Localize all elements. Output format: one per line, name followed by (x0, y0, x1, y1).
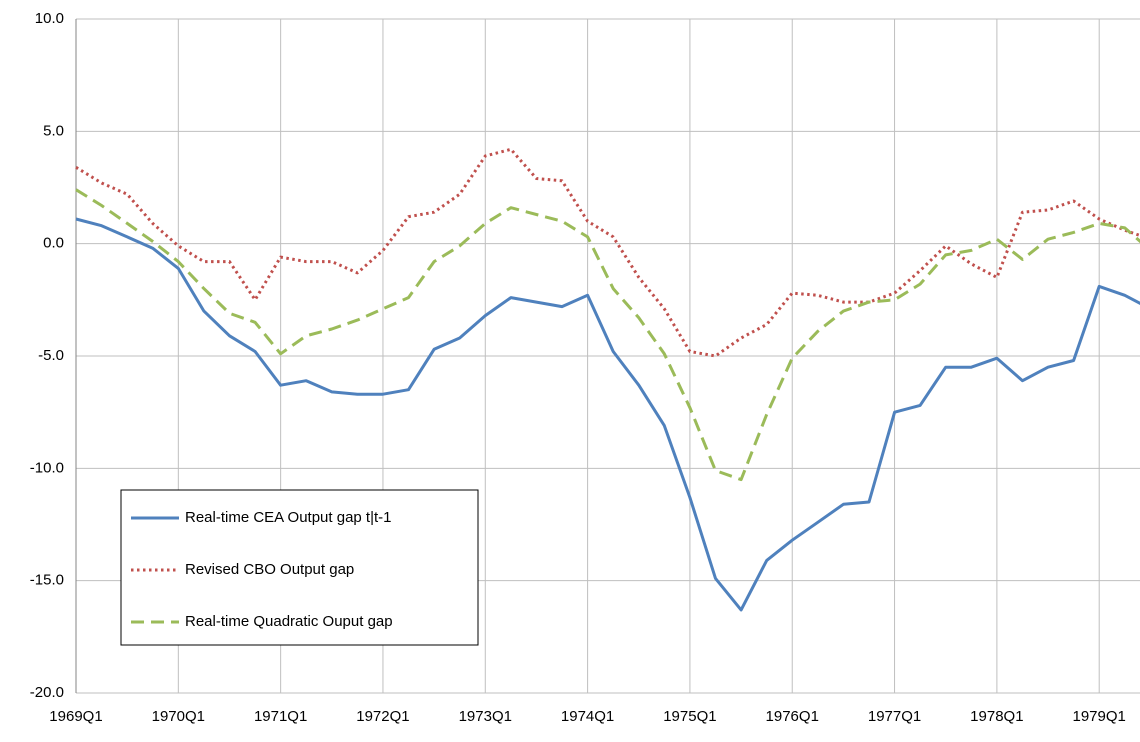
x-tick-label: 1969Q1 (49, 708, 102, 725)
x-tick-label: 1976Q1 (766, 708, 819, 725)
y-tick-label: 10.0 (35, 10, 64, 27)
y-tick-label: -20.0 (30, 684, 64, 701)
y-tick-label: 5.0 (43, 122, 64, 139)
series-line (75, 147, 1140, 358)
x-tick-label: 1972Q1 (356, 708, 409, 725)
legend-box (120, 489, 479, 646)
legend-label: Revised CBO Output gap (185, 561, 354, 578)
x-tick-label: 1970Q1 (152, 708, 205, 725)
x-tick-label: 1975Q1 (663, 708, 716, 725)
y-tick-label: -15.0 (30, 572, 64, 589)
x-tick-label: 1973Q1 (459, 708, 512, 725)
x-tick-label: 1971Q1 (254, 708, 307, 725)
x-tick-label: 1974Q1 (561, 708, 614, 725)
series-line (75, 188, 1140, 482)
legend-label: Real-time CEA Output gap t|t-1 (185, 509, 392, 526)
x-tick-label: 1977Q1 (868, 708, 921, 725)
x-tick-label: 1979Q1 (1073, 708, 1126, 725)
legend-label: Real-time Quadratic Ouput gap (185, 613, 393, 630)
y-tick-label: -10.0 (30, 459, 64, 476)
y-tick-label: -5.0 (38, 347, 64, 364)
series-line (75, 217, 1140, 612)
y-tick-label: 0.0 (43, 235, 64, 252)
x-tick-label: 1978Q1 (970, 708, 1023, 725)
